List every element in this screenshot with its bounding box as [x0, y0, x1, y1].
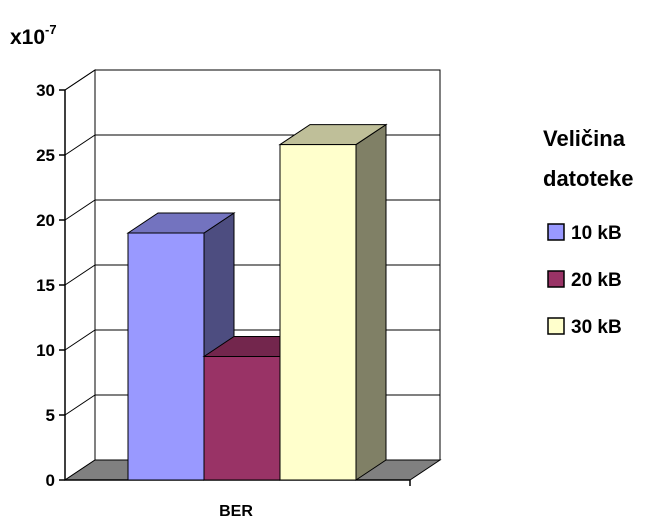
y-tick-label-15: 15: [36, 276, 55, 295]
y-tick-label-5: 5: [46, 406, 55, 425]
legend-swatch: [547, 223, 565, 241]
x-tick-label: BER: [219, 503, 253, 520]
y-tick-label-30: 30: [36, 81, 55, 100]
bar-side: [355, 123, 387, 481]
gridline-30: [64, 69, 440, 91]
bar-30-kb: [278, 123, 388, 481]
legend-swatch: [547, 270, 565, 288]
y-tick-label-25: 25: [36, 146, 55, 165]
legend-item-30-kb: 30 kB: [547, 317, 622, 338]
scale-exponent: -7: [45, 22, 57, 37]
legend-label: 10 kB: [571, 223, 622, 244]
legend-label: 20 kB: [571, 270, 622, 291]
y-tick-label-20: 20: [36, 211, 55, 230]
legend-swatch: [547, 317, 565, 335]
bars: [126, 123, 388, 481]
y-tick-label-10: 10: [36, 341, 55, 360]
legend-item-10-kb: 10 kB: [547, 223, 622, 244]
bar-front: [279, 144, 357, 481]
legend-item-20-kb: 20 kB: [547, 270, 622, 291]
legend: 10 kB 20 kB 30 kB: [547, 223, 622, 338]
y-tick-label-0: 0: [46, 471, 55, 490]
scale-label: x10-7: [10, 22, 57, 49]
y-tick-labels: 0 5 10 15 20 25 30: [36, 81, 55, 490]
scale-base: x10: [10, 26, 45, 49]
bar-front: [127, 232, 205, 481]
legend-label: 30 kB: [571, 317, 622, 338]
legend-title-line-1: Veličina: [543, 126, 626, 151]
legend-title-line-2: datoteke: [543, 166, 633, 191]
bar-front: [203, 356, 281, 481]
